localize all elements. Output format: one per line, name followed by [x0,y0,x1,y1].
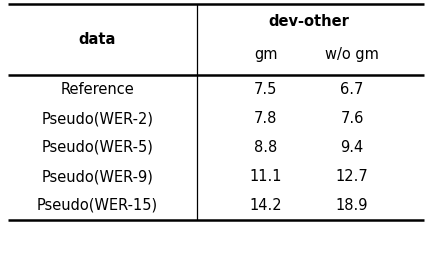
Text: 7.6: 7.6 [340,111,364,126]
Text: 12.7: 12.7 [336,169,368,184]
Text: 8.8: 8.8 [254,140,277,155]
Text: 14.2: 14.2 [249,198,282,213]
Text: data: data [79,32,116,47]
Text: 7.5: 7.5 [254,82,277,97]
Text: 18.9: 18.9 [336,198,368,213]
Text: gm: gm [254,47,277,62]
Text: w/o gm: w/o gm [325,47,379,62]
Text: Pseudo(WER-9): Pseudo(WER-9) [41,169,153,184]
Text: 6.7: 6.7 [340,82,364,97]
Text: 7.8: 7.8 [254,111,277,126]
Text: Pseudo(WER-2): Pseudo(WER-2) [41,111,153,126]
Text: dev-other: dev-other [268,14,349,29]
Text: 9.4: 9.4 [340,140,364,155]
Text: Pseudo(WER-5): Pseudo(WER-5) [41,140,153,155]
Text: 11.1: 11.1 [249,169,282,184]
Text: Pseudo(WER-15): Pseudo(WER-15) [37,198,158,213]
Text: Reference: Reference [60,82,134,97]
